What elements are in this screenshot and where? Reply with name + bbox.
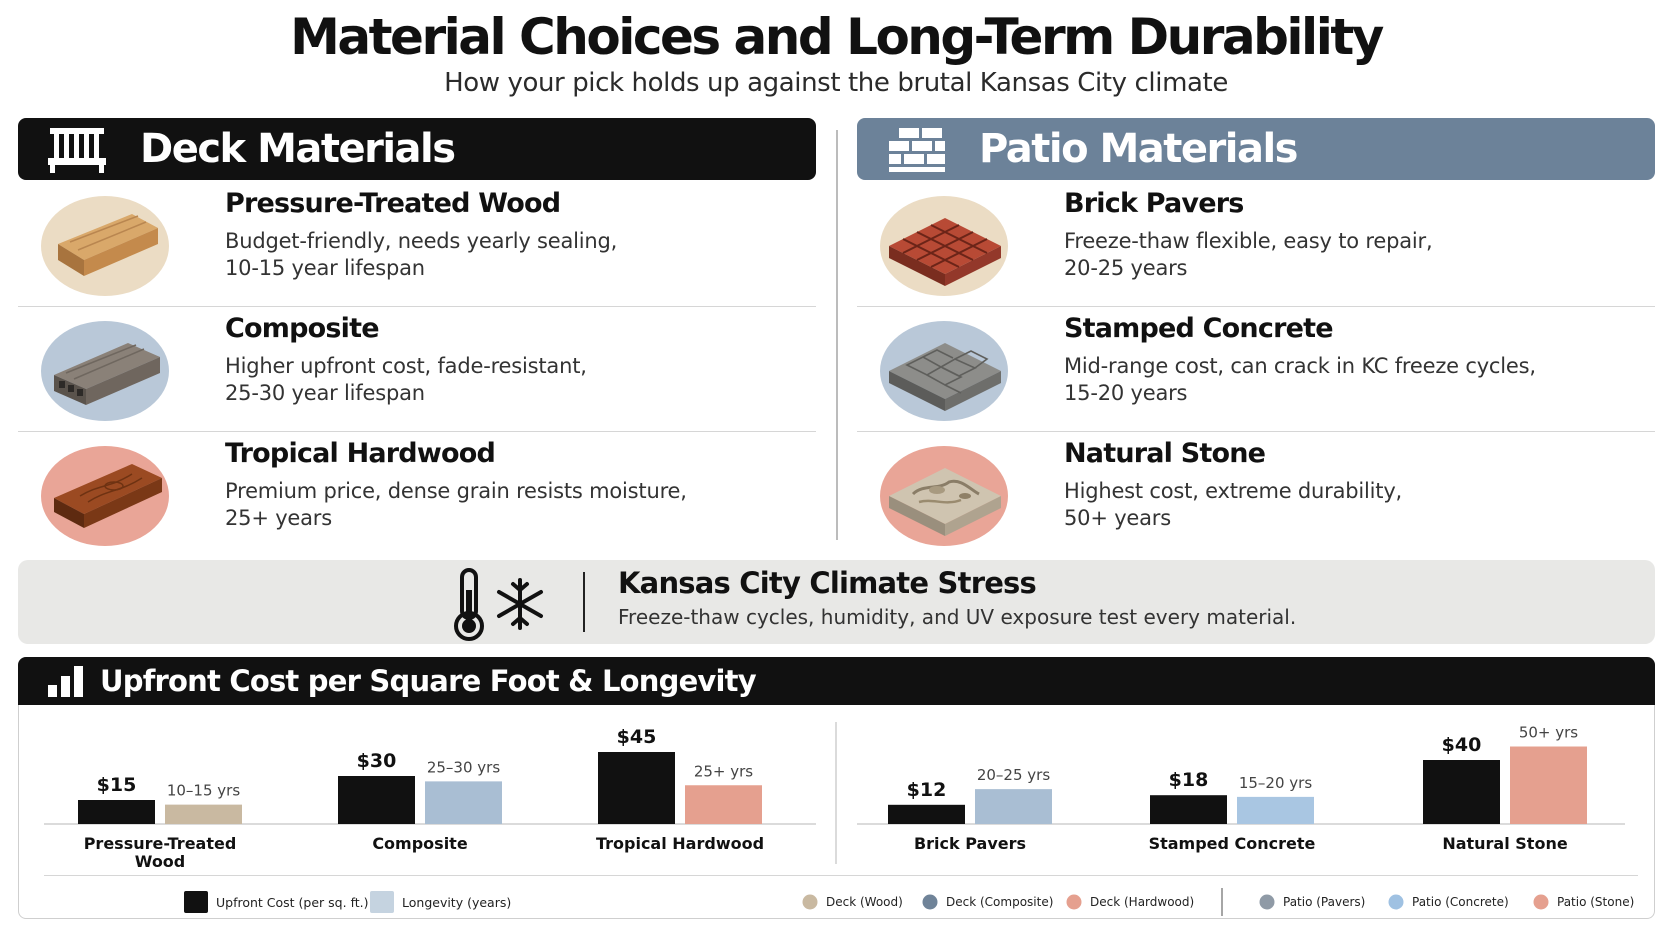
- legend-label: Patio (Pavers): [1283, 895, 1365, 909]
- patio-item-stamped-concrete: Stamped Concrete Mid-range cost, can cra…: [857, 307, 1655, 432]
- longevity-bar: [165, 804, 242, 824]
- bricks-icon: [889, 128, 945, 172]
- legend-dot: [1388, 894, 1404, 910]
- longevity-bar: [685, 785, 762, 824]
- legend-dot: [1066, 894, 1082, 910]
- cost-label: $18: [1169, 769, 1209, 791]
- thermometer-icon: [454, 568, 484, 641]
- material-description: Budget-friendly, needs yearly sealing, 10…: [225, 229, 618, 280]
- deck-materials-header: Deck Materials: [18, 118, 816, 180]
- cost-bar: [1150, 795, 1227, 824]
- cost-bar: [598, 752, 675, 824]
- cost-label: $30: [357, 750, 397, 772]
- patio-item-natural-stone: Natural Stone Highest cost, extreme dura…: [857, 432, 1655, 557]
- category-label: Tropical Hardwood: [596, 834, 764, 853]
- natural-stone-image: [880, 446, 1008, 546]
- material-description: Highest cost, extreme durability, 50+ yea…: [1064, 479, 1403, 530]
- page-subtitle: How your pick holds up against the bruta…: [444, 68, 1228, 98]
- snowflake-icon: [497, 578, 543, 630]
- legend-dot: [802, 894, 818, 910]
- material-name: Composite: [225, 313, 380, 344]
- climate-text: Freeze-thaw cycles, humidity, and UV exp…: [618, 605, 1297, 629]
- legend-label: Deck (Wood): [826, 895, 903, 909]
- category-label: Pressure-Treated: [84, 834, 237, 853]
- cost-label: $15: [97, 774, 137, 796]
- cost-bar: [338, 776, 415, 824]
- deck-item-pressure-treated: Pressure-Treated Wood Budget-friendly, n…: [18, 182, 816, 307]
- material-name: Tropical Hardwood: [225, 438, 496, 469]
- legend-label: Upfront Cost (per sq. ft.): [216, 895, 369, 910]
- stamped-concrete-image: [880, 321, 1008, 421]
- hardwood-board-image: [41, 446, 169, 546]
- composite-board-image: [41, 321, 169, 421]
- thermometer-snowflake-icons: [454, 568, 543, 641]
- deck-railing-icon: [48, 128, 106, 173]
- patio-item-brick-pavers: Brick Pavers Freeze-thaw flexible, easy …: [857, 182, 1655, 307]
- cost-label: $12: [907, 779, 947, 801]
- material-name: Natural Stone: [1064, 438, 1266, 469]
- category-label: Wood: [135, 852, 186, 871]
- cost-bar: [888, 804, 965, 824]
- longevity-label: 10–15 yrs: [167, 782, 240, 800]
- category-label: Brick Pavers: [914, 834, 1026, 853]
- brick-pavers-image: [880, 196, 1008, 296]
- material-description: Higher upfront cost, fade-resistant, 25-3…: [225, 354, 587, 405]
- category-label: Composite: [372, 834, 468, 853]
- climate-stress-banner: Kansas City Climate Stress Freeze-thaw c…: [18, 560, 1655, 644]
- chart-header: Upfront Cost per Square Foot & Longevity: [18, 657, 1655, 705]
- deck-materials-title: Deck Materials: [140, 126, 456, 172]
- page-title: Material Choices and Long-Term Durabilit…: [290, 8, 1384, 66]
- chart-title: Upfront Cost per Square Foot & Longevity: [100, 664, 757, 698]
- legend-label: Deck (Composite): [946, 895, 1053, 909]
- longevity-label: 25+ yrs: [694, 762, 753, 780]
- patio-materials-title: Patio Materials: [979, 126, 1298, 172]
- bar-chart-icon: [48, 666, 83, 697]
- longevity-label: 25–30 yrs: [427, 758, 500, 776]
- legend-label: Deck (Hardwood): [1090, 895, 1194, 909]
- legend-label: Patio (Concrete): [1412, 895, 1509, 909]
- longevity-label: 20–25 yrs: [977, 766, 1050, 784]
- material-description: Mid-range cost, can crack in KC freeze c…: [1064, 354, 1536, 405]
- longevity-label: 15–20 yrs: [1239, 774, 1312, 792]
- legend-swatch: [184, 891, 208, 913]
- cost-label: $45: [617, 726, 657, 748]
- longevity-bar: [425, 781, 502, 824]
- category-label: Stamped Concrete: [1149, 834, 1316, 853]
- cost-bar: [78, 800, 155, 824]
- climate-title: Kansas City Climate Stress: [618, 566, 1037, 600]
- legend-swatch: [370, 891, 394, 913]
- legend-dot: [1533, 894, 1549, 910]
- patio-materials-header: Patio Materials: [857, 118, 1655, 180]
- legend-label: Patio (Stone): [1557, 895, 1634, 909]
- legend-dot: [922, 894, 938, 910]
- legend-separator: [44, 875, 1638, 876]
- material-name: Stamped Concrete: [1064, 313, 1334, 344]
- legend-label: Longevity (years): [402, 895, 511, 910]
- material-name: Pressure-Treated Wood: [225, 188, 561, 219]
- longevity-bar: [975, 789, 1052, 824]
- cost-bar: [1423, 760, 1500, 824]
- material-description: Freeze-thaw flexible, easy to repair, 20-…: [1064, 229, 1433, 280]
- longevity-label: 50+ yrs: [1519, 724, 1578, 742]
- deck-item-tropical-hardwood: Tropical Hardwood Premium price, dense g…: [18, 432, 816, 557]
- pressure-treated-board-image: [41, 196, 169, 296]
- legend-dot: [1259, 894, 1275, 910]
- material-name: Brick Pavers: [1064, 188, 1244, 219]
- category-label: Natural Stone: [1442, 834, 1568, 853]
- material-description: Premium price, dense grain resists moist…: [225, 479, 687, 530]
- column-divider: [836, 130, 838, 540]
- deck-item-composite: Composite Higher upfront cost, fade-resi…: [18, 307, 816, 432]
- longevity-bar: [1237, 796, 1314, 824]
- longevity-bar: [1510, 746, 1587, 824]
- banner-divider: [583, 572, 585, 632]
- cost-label: $40: [1442, 734, 1482, 756]
